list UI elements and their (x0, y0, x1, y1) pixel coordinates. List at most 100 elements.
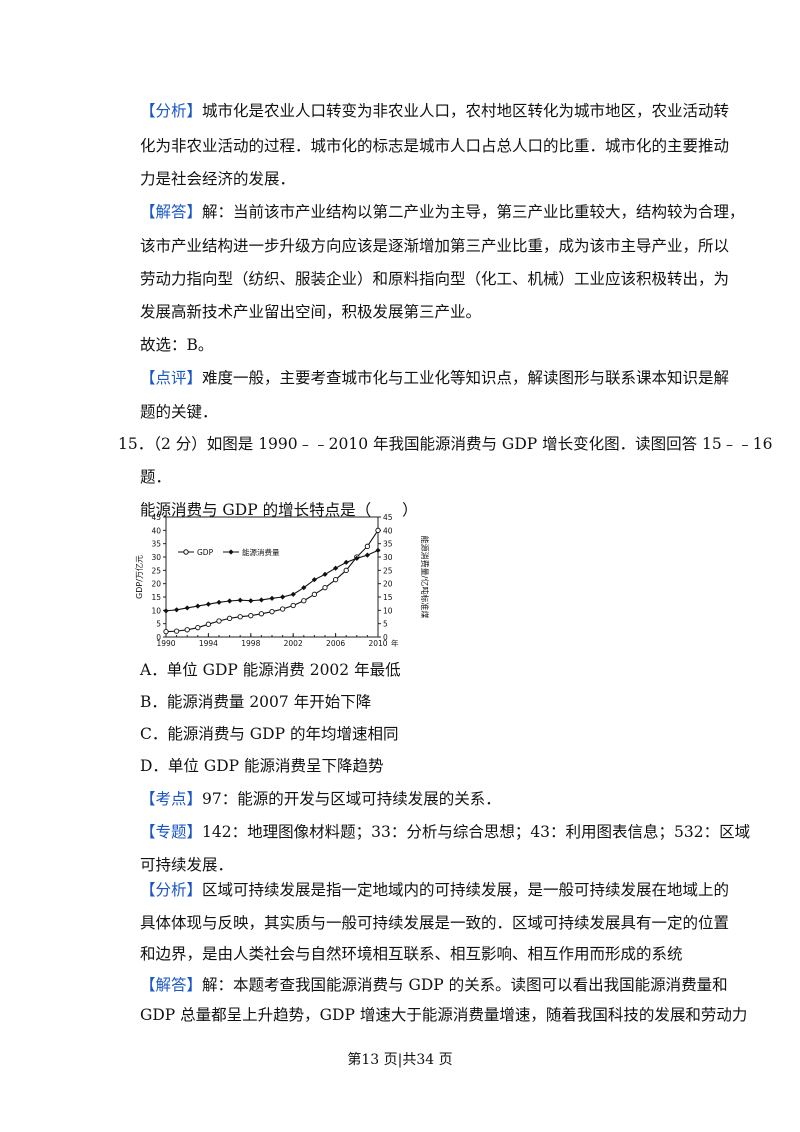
option-b: B．能源消费量 2007 年开始下降 (140, 693, 372, 711)
kaodian-tag: 【考点】 (140, 790, 203, 808)
kaodian-text: 97：能源的开发与区域可持续发展的关系． (202, 790, 501, 808)
energy-point (269, 595, 275, 601)
energy-point (174, 607, 180, 613)
y-tick-label-left: 25 (151, 566, 161, 575)
analysis-line: 化为非农业活动的过程．城市化的标志是城市人口占总人口的比重．城市化的主要推动 (140, 137, 730, 155)
legend-energy-marker (228, 549, 234, 555)
energy-point (195, 603, 201, 609)
gdp-point (173, 628, 180, 634)
y-tick-label-right: 35 (383, 540, 393, 549)
gdp-point (226, 615, 233, 621)
gdp-point (322, 585, 328, 591)
choice-line: 故选：B。 (140, 336, 214, 354)
page-footer: 第13 页|共34 页 (347, 1052, 453, 1068)
gdp-point (258, 611, 265, 617)
question-line: 题． (140, 468, 172, 486)
y-tick-label-right: 10 (383, 606, 393, 615)
y-tick-label-left: 20 (151, 580, 161, 589)
energy-gdp-chart: 0 0 5 5 10 10 15 15 20 20 25 25 30 30 35 35 40 40 45 45 1990… (134, 513, 430, 648)
energy-point (163, 608, 169, 614)
gdp-point (343, 567, 349, 573)
answer-line: 劳动力指向型（纺织、服装企业）和原料指向型（化工、机械）工业应该积极转出，为 (140, 270, 730, 288)
energy-point (375, 547, 381, 553)
gdp-point (195, 625, 201, 631)
option-a: A．单位 GDP 能源消费 2002 年最低 (140, 661, 401, 679)
series-line (165, 549, 379, 612)
energy-point (280, 594, 286, 600)
gdp-point (301, 598, 307, 604)
x-tick-label: 2006 (326, 639, 345, 648)
y-tick-label-left: 30 (151, 553, 161, 562)
legend-gdp-marker (183, 549, 189, 555)
y-tick-label-right: 0 (383, 633, 388, 642)
question-stem: 能源消费与 GDP 的增长特点是（ ） (140, 501, 418, 519)
analysis-line: 【分析】区域可持续发展是指一定地域内的可持续发展，是一般可持续发展在地域上的 (140, 880, 729, 900)
gdp-point (290, 602, 296, 609)
answer-line: 该市产业结构进一步升级方向应该是逐渐增加第三产业比重，成为该市主导产业，所以 (140, 237, 730, 255)
y-tick-label-right: 20 (383, 580, 393, 589)
x-tick-label: 1990 (156, 639, 175, 648)
y-tick-label-left: 40 (151, 526, 161, 535)
y-tick-label-right: 5 (383, 620, 388, 629)
legend-gdp-label: GDP (197, 548, 214, 557)
gdp-point (364, 543, 371, 549)
gdp-point (311, 591, 318, 597)
zhuanti-line: 可持续发展． (140, 856, 234, 874)
energy-point (258, 597, 264, 603)
gdp-point (184, 627, 190, 633)
y-tick-label-right: 45 (383, 513, 393, 522)
answer-text: 解：当前该市产业结构以第二产业为主导，第三产业比重较大，结构较为合理， (202, 203, 745, 221)
y-tick-label-right: 40 (383, 526, 393, 535)
answer-text: 解：本题考查我国能源消费与 GDP 的关系。读图可以看出我国能源消费量和 (202, 976, 728, 994)
comment-tag: 【点评】 (140, 369, 203, 387)
question-line: 15．（2 分）如图是 1990﹣﹣2010 年我国能源消费与 GDP 增长变化… (118, 435, 773, 453)
answer-tag: 【解答】 (140, 203, 203, 221)
gdp-point (248, 613, 254, 619)
x-axis-unit: 年 (391, 638, 399, 648)
energy-point (248, 598, 254, 604)
energy-point (237, 597, 243, 603)
legend-energy-label: 能源消费量 (242, 547, 280, 557)
y-tick-label-left: 10 (151, 606, 161, 615)
energy-point (343, 559, 349, 565)
x-tick-label: 2010 (368, 639, 387, 648)
option-c: C．能源消费与 GDP 的年均增速相同 (140, 725, 399, 743)
analysis-text: 城市化是农业人口转变为非农业人口，农村地区转化为城市地区，农业活动转 (202, 102, 730, 120)
gdp-point (216, 618, 222, 624)
gdp-point (205, 621, 212, 627)
plot-frame (165, 516, 379, 638)
y-axis-label-right: 能源消费量/亿吨标准煤 (420, 536, 430, 619)
gdp-point (332, 577, 339, 583)
y-tick-label-right: 25 (383, 566, 393, 575)
comment-line: 题的关键． (140, 403, 218, 421)
x-tick-label: 1994 (199, 639, 218, 648)
energy-point (216, 599, 222, 605)
y-tick-label-left: 45 (151, 513, 161, 522)
comment-line: 【点评】难度一般，主要考查城市化与工业化等知识点，解读图形与联系课本知识是解 (140, 368, 729, 388)
analysis-tag: 【分析】 (140, 102, 203, 120)
energy-point (333, 565, 339, 571)
gdp-point (163, 629, 169, 635)
gdp-point (237, 614, 243, 620)
analysis-line: 力是社会经济的发展． (140, 170, 296, 188)
energy-point (205, 601, 211, 607)
energy-point (184, 605, 190, 611)
answer-line: 发展高新技术产业留出空间，积极发展第三产业。 (140, 303, 482, 321)
y-tick-label-left: 0 (156, 633, 161, 642)
y-tick-label-left: 5 (156, 620, 161, 629)
analysis-text: 区域可持续发展是指一定地域内的可持续发展，是一般可持续发展在地域上的 (202, 881, 730, 899)
gdp-point (269, 609, 275, 615)
answer-line: 【解答】解：本题考查我国能源消费与 GDP 的关系。读图可以看出我国能源消费量和 (140, 975, 728, 995)
analysis-tag: 【分析】 (140, 881, 203, 899)
answer-line: GDP 总量都呈上升趋势，GDP 增速大于能源消费量增速，随着我国科技的发展和劳… (140, 1006, 748, 1024)
x-tick-label: 2002 (284, 639, 303, 648)
y-tick-label-right: 15 (383, 593, 393, 602)
comment-text: 难度一般，主要考查城市化与工业化等知识点，解读图形与联系课本知识是解 (202, 369, 730, 387)
energy-point (364, 552, 370, 558)
analysis-line: 具体体现与反映，其实质与一般可持续发展是一致的．区域可持续发展具有一定的位置 (140, 914, 730, 932)
analysis-line: 【分析】城市化是农业人口转变为非农业人口，农村地区转化为城市地区，农业活动转 (140, 101, 729, 121)
energy-point (290, 591, 296, 597)
series-line (165, 530, 379, 633)
y-tick-label-right: 30 (383, 553, 393, 562)
